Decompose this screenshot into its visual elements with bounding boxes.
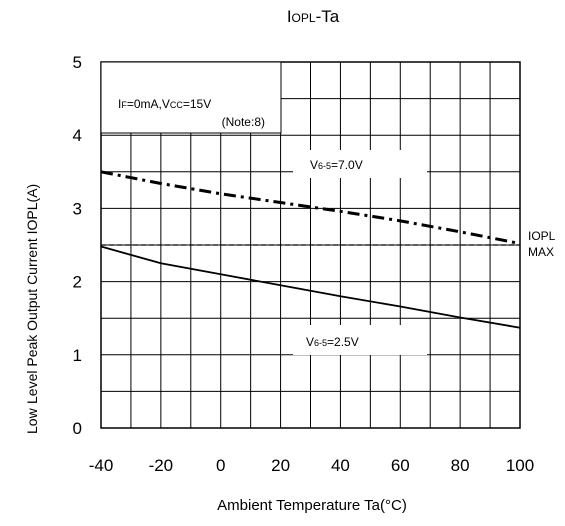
y-axis-label-prefix: Low <box>24 407 40 434</box>
x-tick-label: -20 <box>149 456 174 475</box>
series-line-2 <box>100 245 521 329</box>
condition-box <box>100 61 282 134</box>
series-2-label: V6-5=2.5V <box>306 335 359 349</box>
x-tick-label: 40 <box>331 456 350 475</box>
y-tick-label: 3 <box>73 199 82 218</box>
condition-text: IF=0mA,VCC=15V <box>118 97 211 111</box>
x-tick-label: 80 <box>451 456 470 475</box>
x-tick-label: 60 <box>391 456 410 475</box>
tick-labels: -40 -20 0 20 40 60 80 100 0 1 2 3 4 5 <box>73 53 535 475</box>
condition-note: (Note:8) <box>222 115 265 129</box>
y-tick-label: 5 <box>73 53 82 72</box>
iopl-max-label-top: IOPL <box>528 229 556 243</box>
chart-title: IOPL-Ta <box>287 7 340 26</box>
y-axis-label: Level Peak Output Current IOPL(A) <box>24 184 40 404</box>
x-tick-label: 0 <box>216 456 225 475</box>
y-tick-label: 2 <box>73 273 82 292</box>
x-tick-label: 20 <box>271 456 290 475</box>
series-lines <box>100 170 521 329</box>
y-tick-label: 0 <box>73 419 82 438</box>
series-line-1 <box>100 170 521 246</box>
y-tick-label: 1 <box>73 346 82 365</box>
x-tick-label: -40 <box>89 456 114 475</box>
x-tick-label: 100 <box>506 456 534 475</box>
x-axis-label: Ambient Temperature Ta(°C) <box>217 497 407 514</box>
y-tick-label: 4 <box>73 126 82 145</box>
series-1-label: V6-5=7.0V <box>310 158 363 172</box>
series-2-label-bg <box>293 325 427 355</box>
iopl-max-label-bottom: MAX <box>528 245 554 259</box>
series-1-label-bg <box>293 150 427 178</box>
